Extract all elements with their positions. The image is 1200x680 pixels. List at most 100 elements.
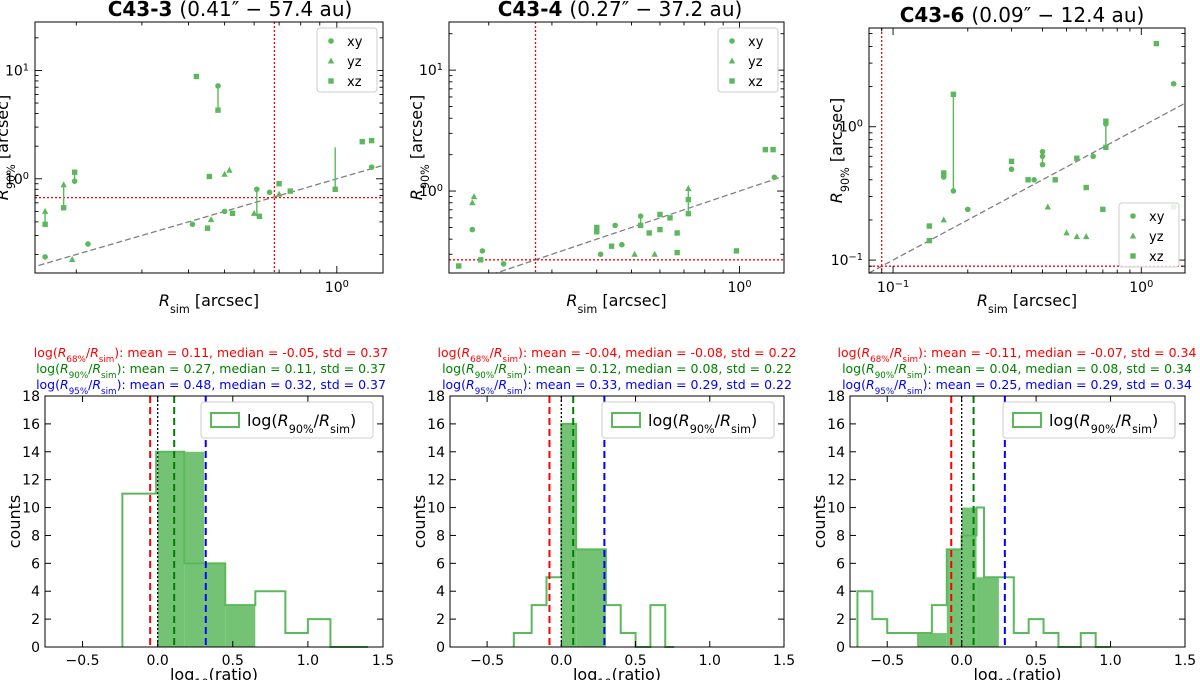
legend: log(R90%/Rsim) xyxy=(200,401,374,439)
data-point-yz xyxy=(470,193,478,200)
data-point-xz xyxy=(1074,155,1080,161)
y-axis-label: counts xyxy=(5,495,24,548)
legend-marker-yz xyxy=(327,57,335,64)
data-point-xz xyxy=(1083,184,1089,191)
data-point-xz xyxy=(229,210,236,217)
data-point-yz xyxy=(1063,229,1070,236)
filled-bar xyxy=(184,451,205,647)
legend-marker-xz xyxy=(729,78,735,84)
legend: xy yz xz xyxy=(717,27,779,93)
data-point-xy xyxy=(1039,161,1046,168)
plot-area xyxy=(449,22,784,273)
histogram-outline xyxy=(512,422,675,648)
x-tick-label: 0.5 xyxy=(624,653,646,669)
filled-bar xyxy=(976,577,984,647)
legend-label-yz: yz xyxy=(748,55,763,70)
legend-marker-xy xyxy=(1130,213,1136,219)
data-point-xy xyxy=(254,186,260,193)
data-point-yz xyxy=(60,181,67,188)
data-point-xz xyxy=(256,213,263,220)
legend-box xyxy=(200,401,374,439)
histogram-outline xyxy=(121,450,368,648)
y-tick-label: 8 xyxy=(31,528,40,544)
legend-label-xy: xy xyxy=(347,35,363,50)
data-point-yz xyxy=(1044,203,1051,210)
data-point-xz xyxy=(1052,177,1058,183)
y-tick-label: 10−1 xyxy=(831,252,863,270)
x-tick-label: −0.5 xyxy=(66,653,100,669)
y-tick-label: 0 xyxy=(436,640,445,656)
data-point-xz xyxy=(594,229,600,235)
legend-label-xz: xz xyxy=(1149,250,1164,265)
x-axis-label: Rsim [arcsec] xyxy=(159,291,259,316)
y-tick-label: 4 xyxy=(836,584,845,600)
x-tick-label: 100 xyxy=(728,279,752,297)
x-tick-label: 0.0 xyxy=(550,653,572,669)
y-tick-label: 12 xyxy=(827,473,845,489)
data-point-xz xyxy=(332,186,338,192)
y-tick-label: 0 xyxy=(836,640,845,656)
data-point-xz xyxy=(646,230,652,236)
data-point-xz xyxy=(71,169,78,175)
legend-swatch xyxy=(210,412,240,428)
histogram-panel-1: log(R68%/Rsim): mean = 0.11, median = -0… xyxy=(5,345,394,680)
plot-area xyxy=(35,22,383,273)
y-tick-label: 2 xyxy=(436,612,445,628)
legend: log(R90%/Rsim) xyxy=(1002,401,1176,439)
y-axis-label: R90% [arcsec] xyxy=(0,95,18,200)
y-tick-label: 10 xyxy=(827,501,845,517)
data-point-xz xyxy=(762,146,769,153)
x-tick-label: 0.5 xyxy=(1025,653,1047,669)
data-point-xz xyxy=(674,249,680,256)
data-point-xy xyxy=(368,164,375,170)
data-point-yz xyxy=(631,250,638,257)
legend-box xyxy=(601,401,775,439)
legend-box xyxy=(1002,401,1176,439)
axes-frame xyxy=(448,21,785,274)
data-point-xy xyxy=(619,241,625,248)
y-tick-label: 6 xyxy=(836,556,845,572)
x-tick-label: 1.5 xyxy=(773,653,795,669)
stat-line-blue: log(R95%/Rsim): mean = 0.33, median = 0.… xyxy=(442,377,792,397)
x-axis-label: log10(ratio) xyxy=(973,665,1061,680)
data-point-yz xyxy=(685,184,692,191)
data-point-yz xyxy=(940,216,947,223)
filled-bar xyxy=(157,451,185,647)
histogram-panel-3: log(R68%/Rsim): mean = -0.11, median = -… xyxy=(810,345,1196,680)
y-axis-label: R90% [arcsec] xyxy=(407,95,432,200)
panel-title: C43-3 (0.41″ − 57.4 au) xyxy=(108,0,353,21)
x-axis-label: Rsim [arcsec] xyxy=(566,291,666,316)
legend-box xyxy=(1118,202,1180,268)
legend-label-xz: xz xyxy=(347,75,362,90)
stat-line-blue: log(R95%/Rsim): mean = 0.25, median = 0.… xyxy=(842,377,1192,397)
data-point-yz xyxy=(221,170,228,177)
data-point-yz xyxy=(275,190,283,197)
data-point-xz xyxy=(456,263,462,269)
data-point-xz xyxy=(941,170,947,176)
data-point-xy xyxy=(637,213,644,219)
data-point-xz xyxy=(204,225,211,231)
legend-label-yz: yz xyxy=(347,55,362,70)
axes-frame xyxy=(34,21,384,274)
data-point-yz xyxy=(68,255,76,262)
legend-box xyxy=(316,27,378,93)
axes-frame xyxy=(44,395,384,648)
legend-marker-xz xyxy=(1130,253,1136,259)
data-point-xy xyxy=(1090,153,1096,160)
y-tick-label: 12 xyxy=(427,473,445,489)
legend-swatch xyxy=(1012,412,1042,428)
data-point-xy xyxy=(771,174,778,181)
axes-frame xyxy=(449,395,785,648)
one-to-one-line xyxy=(494,175,784,273)
y-tick-label: 6 xyxy=(436,556,445,572)
y-tick-label: 16 xyxy=(22,417,40,433)
data-point-xy xyxy=(42,254,48,260)
x-tick-label: 0.0 xyxy=(951,653,973,669)
data-point-yz xyxy=(1073,233,1081,240)
data-point-xz xyxy=(287,188,293,194)
data-point-xz xyxy=(674,230,680,236)
data-point-xz xyxy=(1008,158,1015,165)
scatter-panel-2: C43-4 (0.27″ − 37.2 au) 100 100 101 Rsim [ar… xyxy=(407,0,785,316)
y-tick-label: 12 xyxy=(22,473,40,489)
data-point-xz xyxy=(215,107,221,113)
